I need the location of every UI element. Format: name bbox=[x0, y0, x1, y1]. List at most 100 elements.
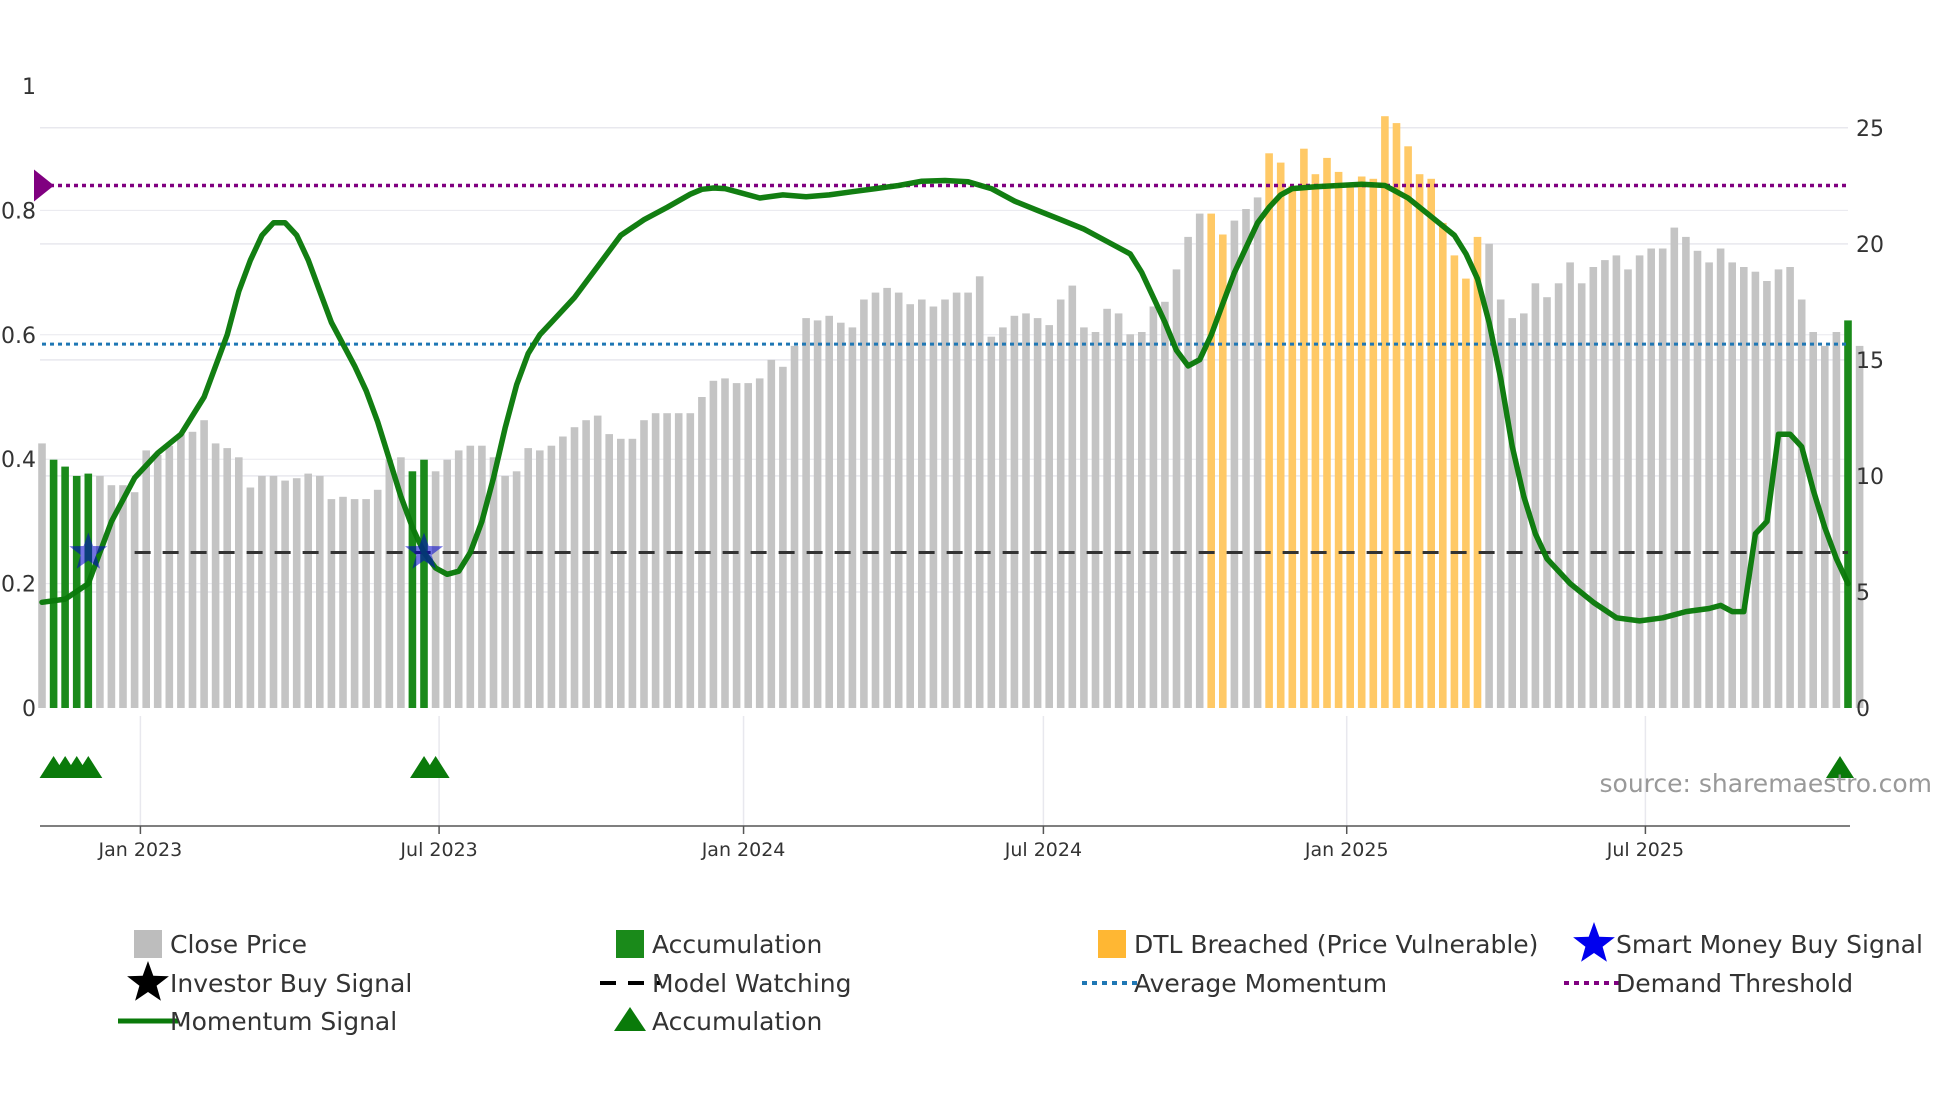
legend-item: Demand Threshold bbox=[1564, 969, 1853, 998]
price-bar bbox=[350, 499, 359, 708]
price-bar bbox=[454, 450, 463, 708]
price-bar bbox=[605, 434, 613, 708]
price-bar bbox=[431, 471, 440, 708]
legend-item: Momentum Signal bbox=[118, 1007, 397, 1036]
legend-item: Close Price bbox=[134, 930, 307, 959]
price-bar bbox=[1740, 267, 1748, 708]
legend-label: Investor Buy Signal bbox=[170, 969, 412, 998]
price-bar bbox=[570, 427, 579, 708]
price-bar bbox=[1230, 220, 1239, 708]
legend-item: Accumulation bbox=[616, 930, 822, 959]
legend-label: Momentum Signal bbox=[170, 1007, 397, 1036]
price-bar bbox=[1601, 260, 1609, 708]
price-bar bbox=[524, 448, 532, 708]
markers-layer bbox=[39, 532, 1854, 778]
price-bar bbox=[1276, 162, 1285, 709]
price-bar bbox=[906, 304, 914, 708]
price-bar bbox=[165, 445, 174, 708]
price-bar bbox=[1323, 157, 1331, 708]
price-bar bbox=[188, 431, 197, 708]
price-bar bbox=[501, 475, 509, 708]
price-bar bbox=[1439, 222, 1447, 708]
price-bar bbox=[721, 378, 729, 708]
price-bar bbox=[837, 322, 845, 708]
source-label: source: sharemaestro.com bbox=[1600, 769, 1933, 798]
price-bar bbox=[1149, 306, 1158, 708]
price-bar bbox=[1496, 299, 1505, 708]
price-bar bbox=[1404, 146, 1412, 709]
price-bar bbox=[628, 438, 637, 708]
price-bar bbox=[107, 485, 116, 708]
legend-label: Close Price bbox=[170, 930, 307, 959]
price-bar bbox=[281, 480, 289, 708]
legend-label: Accumulation bbox=[652, 1007, 822, 1036]
price-bar bbox=[1392, 123, 1401, 709]
legend-triangle-icon bbox=[614, 1007, 646, 1031]
price-bar bbox=[1693, 250, 1702, 709]
price-bar bbox=[1033, 318, 1042, 708]
legend-swatch bbox=[134, 930, 162, 958]
price-bar bbox=[929, 306, 938, 708]
accumulation-triangle bbox=[1826, 756, 1854, 778]
price-bar bbox=[177, 434, 185, 708]
price-bar bbox=[1265, 153, 1273, 709]
price-bar bbox=[1300, 148, 1308, 708]
x-tick-label: Jan 2025 bbox=[1304, 839, 1389, 861]
price-bar bbox=[802, 318, 810, 708]
demand-threshold-marker bbox=[34, 169, 54, 202]
price-bar bbox=[1577, 283, 1586, 708]
price-bar bbox=[663, 413, 671, 708]
legend: Close Price Accumulation DTL Breached (Pri… bbox=[118, 922, 1923, 1036]
price-bar bbox=[790, 345, 799, 708]
price-bar bbox=[1288, 185, 1297, 709]
price-bar bbox=[1844, 320, 1852, 708]
price-bar bbox=[1635, 255, 1644, 708]
price-bar bbox=[49, 459, 58, 708]
price-bar bbox=[1045, 325, 1053, 708]
left-tick-label: 0 bbox=[22, 697, 36, 722]
legend-item: Investor Buy Signal bbox=[127, 961, 412, 1001]
price-bar bbox=[235, 457, 243, 708]
price-bar bbox=[1832, 332, 1841, 708]
price-bar bbox=[512, 471, 521, 708]
left-tick-label: 0.8 bbox=[1, 199, 36, 224]
price-bar bbox=[732, 383, 741, 708]
price-bar bbox=[987, 336, 996, 708]
legend-item: Accumulation bbox=[614, 1007, 822, 1036]
price-bar bbox=[339, 496, 347, 708]
price-bar bbox=[617, 438, 625, 708]
legend-item: Smart Money Buy Signal bbox=[1573, 922, 1923, 962]
legend-label: Accumulation bbox=[652, 930, 822, 959]
accumulation-triangle bbox=[421, 756, 450, 778]
price-bar bbox=[408, 471, 417, 708]
legend-star-icon bbox=[127, 961, 169, 1001]
price-bar bbox=[1705, 262, 1713, 708]
price-bar bbox=[489, 457, 498, 708]
legend-star-icon bbox=[1573, 922, 1615, 962]
legend-swatch bbox=[1098, 930, 1126, 958]
price-bar bbox=[1670, 227, 1679, 708]
legend-label: Average Momentum bbox=[1134, 969, 1387, 998]
bars-layer bbox=[38, 116, 1864, 709]
price-bar bbox=[674, 413, 683, 708]
right-tick-label: 25 bbox=[1856, 117, 1884, 142]
price-bar bbox=[362, 499, 370, 708]
price-bar bbox=[61, 466, 69, 708]
legend-label: Demand Threshold bbox=[1616, 969, 1853, 998]
price-bar bbox=[848, 327, 857, 708]
price-bar bbox=[269, 475, 278, 708]
price-bar bbox=[1682, 236, 1690, 708]
price-bar bbox=[1751, 271, 1760, 708]
price-bar bbox=[975, 276, 984, 708]
price-bar bbox=[709, 380, 718, 708]
price-bar bbox=[894, 292, 903, 708]
price-bar bbox=[1647, 248, 1655, 708]
price-bar bbox=[1624, 269, 1632, 708]
price-bar bbox=[1716, 248, 1725, 708]
price-bar bbox=[559, 436, 567, 708]
price-bar bbox=[478, 445, 486, 708]
price-bar bbox=[1427, 178, 1435, 709]
price-bar bbox=[397, 457, 405, 708]
price-bar bbox=[38, 443, 46, 708]
